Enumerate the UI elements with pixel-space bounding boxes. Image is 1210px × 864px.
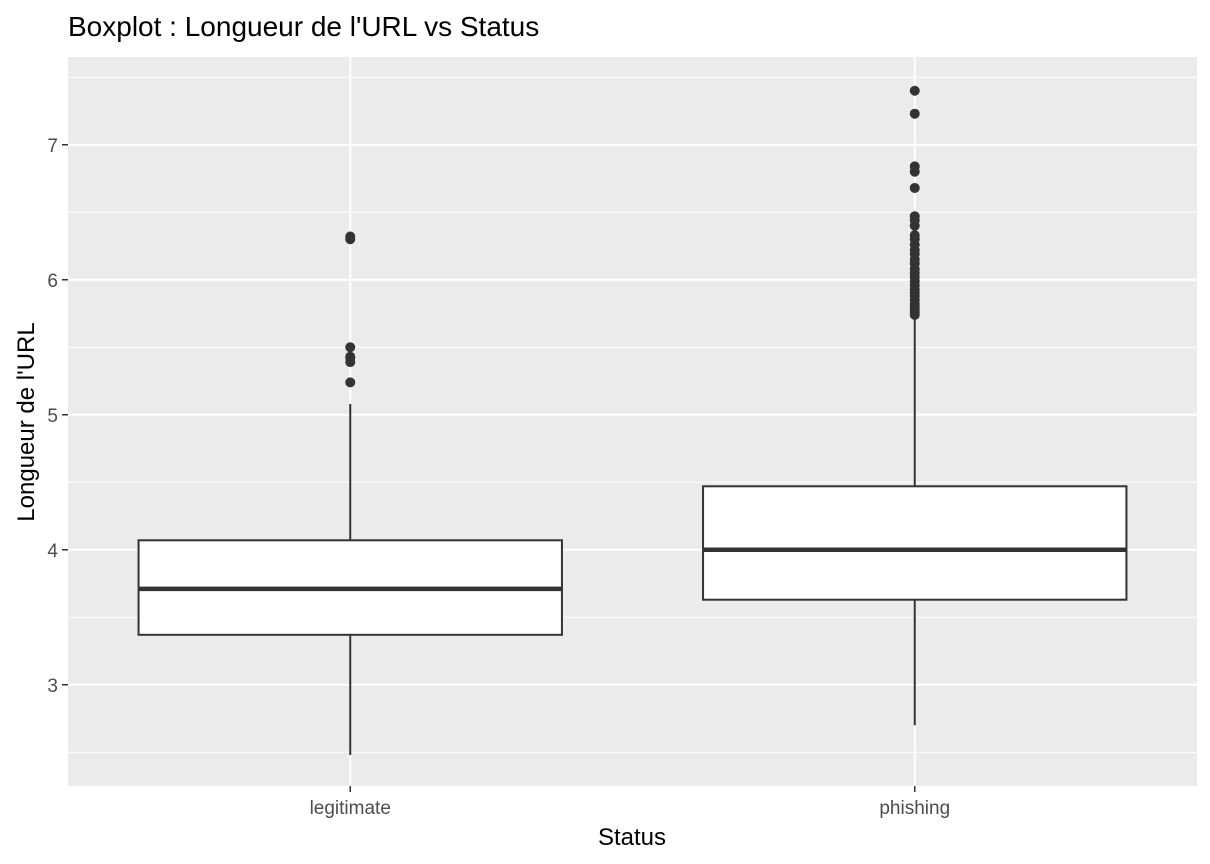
y-tick-label: 4 xyxy=(47,541,58,562)
outlier-point xyxy=(909,161,920,172)
outlier-point xyxy=(345,231,356,242)
outlier-point xyxy=(909,182,920,193)
y-tick-label: 3 xyxy=(47,676,58,697)
x-axis-title: Status xyxy=(598,824,666,851)
plot-panel xyxy=(68,57,1197,786)
outlier-point xyxy=(909,230,920,241)
outlier-point xyxy=(909,211,920,222)
y-axis: 3 4 5 6 7 xyxy=(47,136,68,697)
box-group-phishing xyxy=(702,85,1128,726)
y-tick-label: 7 xyxy=(47,136,58,157)
box-iqr xyxy=(702,485,1128,601)
outlier-point xyxy=(345,351,356,362)
x-tick-label: phishing xyxy=(879,798,950,819)
chart-title: Boxplot : Longueur de l'URL vs Status xyxy=(68,11,539,42)
x-axis: legitimate phishing xyxy=(310,786,950,819)
box-group-legitimate xyxy=(137,231,563,755)
outlier-point xyxy=(909,85,920,96)
y-tick-label: 5 xyxy=(47,406,58,427)
x-tick-label: legitimate xyxy=(310,798,391,819)
outlier-point xyxy=(909,108,920,119)
outlier-point xyxy=(345,342,356,353)
outlier-point xyxy=(345,377,356,388)
y-tick-label: 6 xyxy=(47,271,58,292)
y-axis-title: Longueur de l'URL xyxy=(13,322,40,521)
boxes xyxy=(137,85,1128,755)
